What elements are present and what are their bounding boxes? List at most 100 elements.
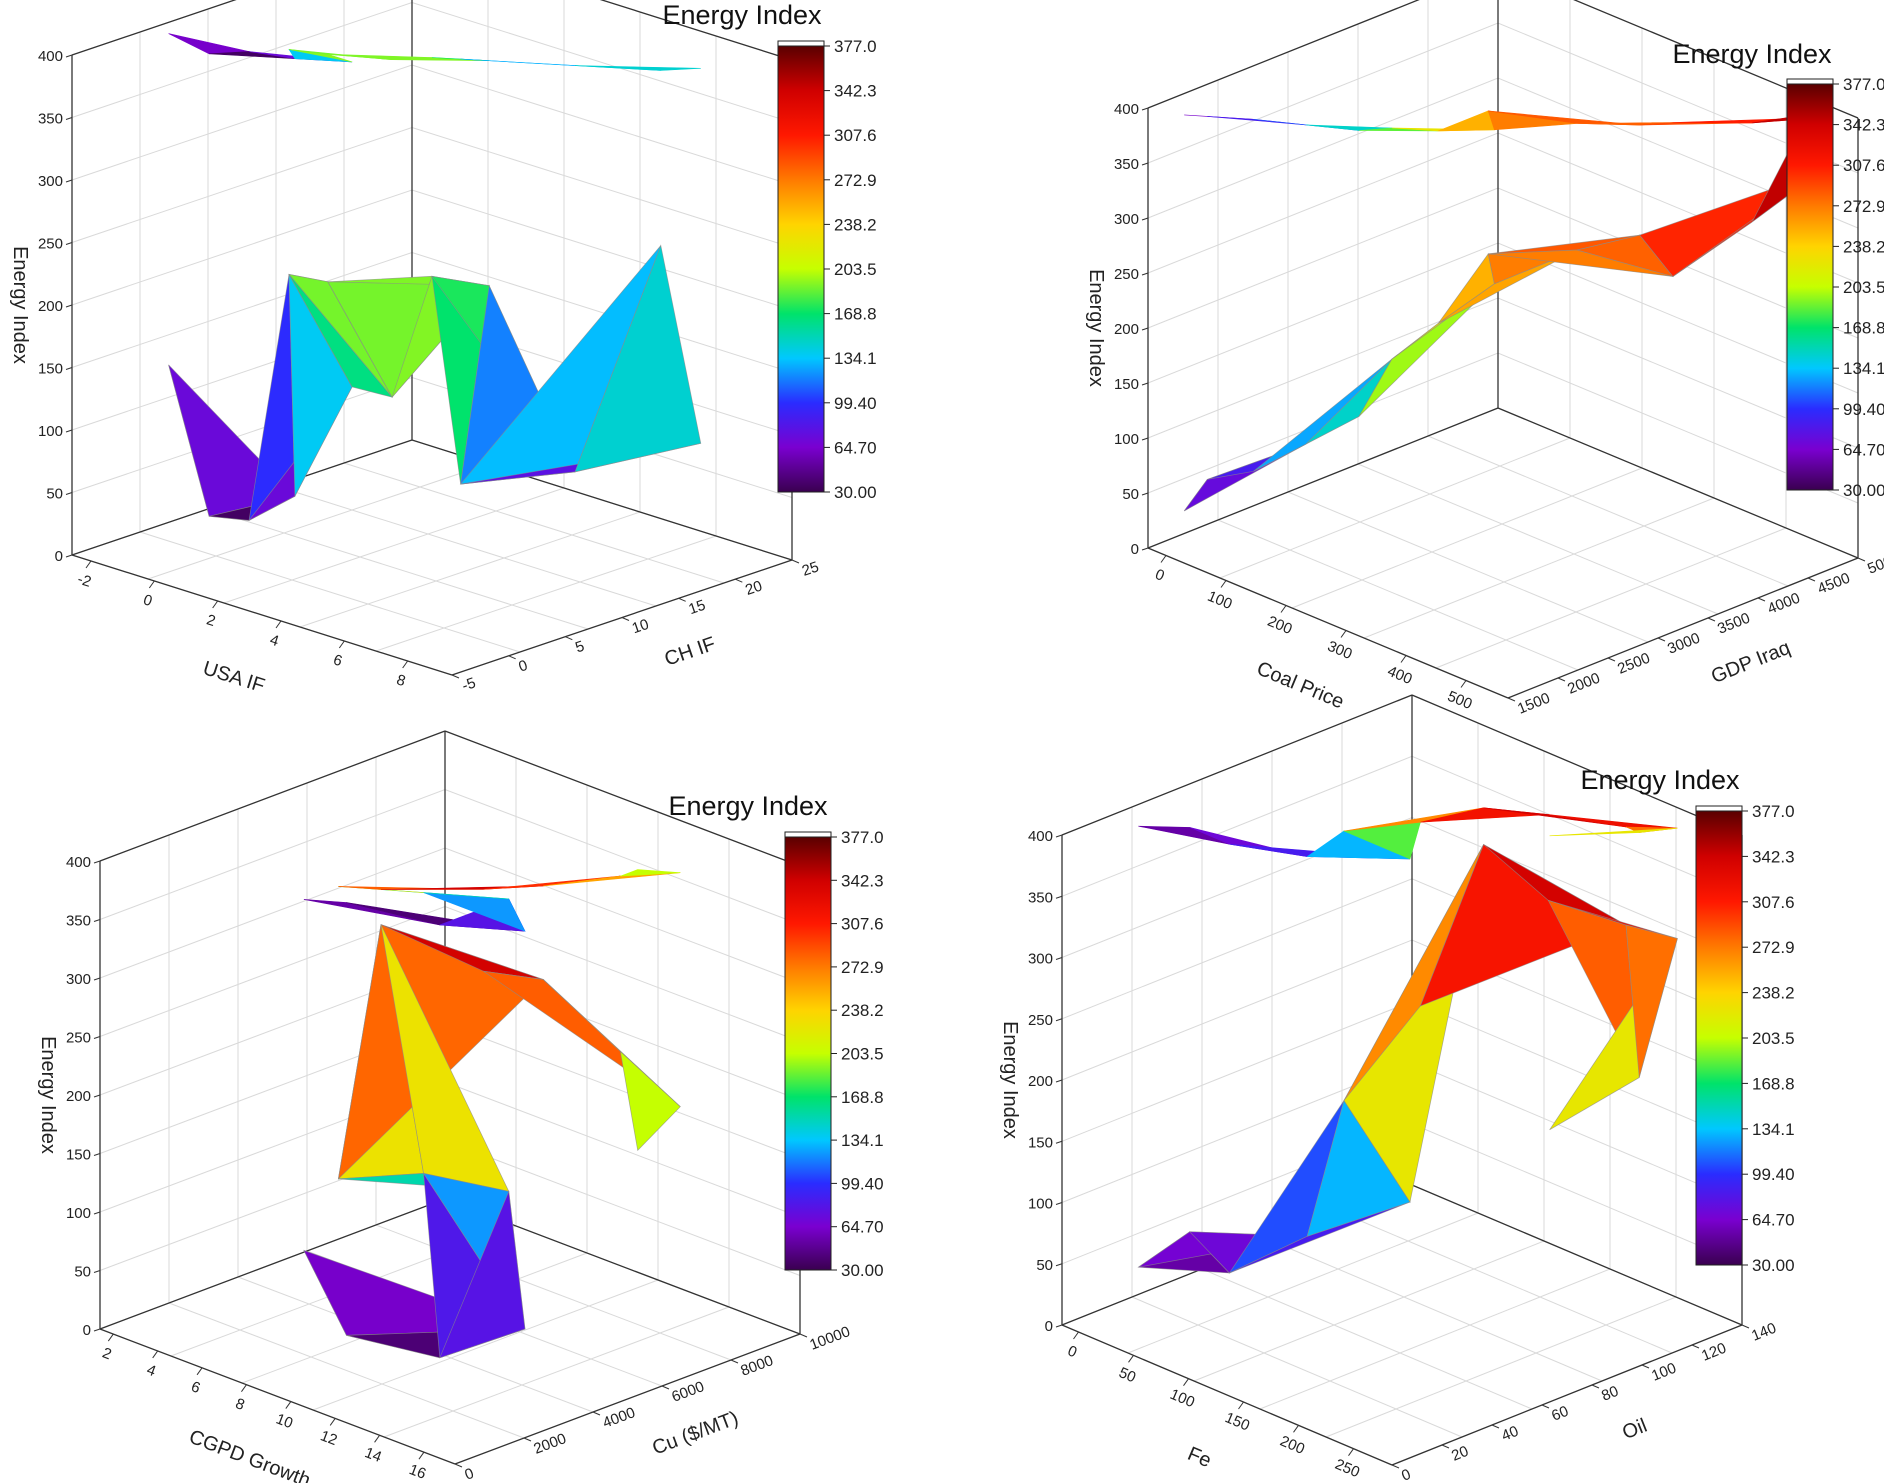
grid-floor-x bbox=[1363, 497, 1715, 639]
y-tick-mark bbox=[1607, 657, 1616, 662]
z-tick-label: 400 bbox=[66, 854, 91, 871]
frame-edge bbox=[71, 554, 453, 676]
surface-mesh bbox=[1183, 137, 1819, 512]
y-tick-label: 4000 bbox=[600, 1404, 637, 1432]
z-tick-mark bbox=[93, 1328, 101, 1332]
projection-facet bbox=[543, 872, 681, 887]
x-tick-mark bbox=[1183, 1378, 1189, 1386]
colorbar-tick-label: 64.70 bbox=[841, 1218, 884, 1237]
colorbar-cap bbox=[1786, 78, 1834, 85]
y-tick-label: 140 bbox=[1749, 1320, 1779, 1345]
colorbar-tick-label: 238.2 bbox=[1843, 237, 1884, 256]
z-tick-mark bbox=[93, 860, 101, 864]
y-tick-mark bbox=[1507, 697, 1516, 702]
z-tick-label: 300 bbox=[1028, 951, 1053, 968]
colorbar-tick-label: 203.5 bbox=[1752, 1029, 1795, 1048]
y-tick-mark bbox=[661, 1385, 670, 1390]
colorbar-title: Energy Index bbox=[662, 0, 822, 30]
colorbar-tick-label: 307.6 bbox=[834, 126, 877, 145]
z-tick-label: 50 bbox=[46, 486, 63, 503]
x-tick-label: 16 bbox=[407, 1461, 429, 1483]
y-axis-label: CH IF bbox=[662, 633, 719, 671]
z-tick-mark bbox=[1141, 547, 1149, 551]
x-axis-label: USA IF bbox=[200, 657, 267, 697]
colorbar-title: Energy Index bbox=[1672, 39, 1832, 69]
x-tick-mark bbox=[338, 640, 345, 649]
frame-edge bbox=[1391, 1324, 1743, 1466]
x-tick-label: 12 bbox=[318, 1427, 340, 1449]
colorbar-gradient bbox=[1786, 83, 1834, 491]
y-tick-mark bbox=[1757, 597, 1766, 602]
colorbar-tick-label: 342.3 bbox=[1843, 116, 1884, 135]
x-axis-label: Fe bbox=[1184, 1443, 1214, 1472]
z-tick-mark bbox=[65, 492, 73, 495]
z-tick-label: 0 bbox=[1131, 541, 1139, 558]
projection-facet bbox=[1548, 814, 1678, 829]
y-tick-label: 6000 bbox=[669, 1378, 706, 1406]
colorbar-gradient bbox=[784, 836, 832, 1271]
z-tick-label: 200 bbox=[1114, 321, 1139, 338]
z-tick-mark bbox=[65, 367, 73, 370]
grid-floor-y bbox=[1131, 1296, 1463, 1438]
colorbar-gradient bbox=[1695, 810, 1743, 1266]
z-tick-mark bbox=[1141, 217, 1149, 221]
y-tick-label: 80 bbox=[1599, 1383, 1621, 1405]
x-axis: 0 100 200 300 400 500 Coal Price bbox=[1153, 555, 1475, 713]
colorbar-cap bbox=[1695, 805, 1743, 812]
z-tick-mark bbox=[93, 1094, 101, 1098]
y-tick-mark bbox=[508, 655, 516, 660]
colorbar-tick-label: 203.5 bbox=[841, 1045, 884, 1064]
z-axis: 0 50 100 150 200 250 300 350 400 Energy Index bbox=[37, 854, 101, 1339]
grid-floor-x bbox=[147, 463, 489, 580]
x-axis: 2 4 6 8 10 12 14 16 CGPD Growth bbox=[100, 1333, 429, 1483]
y-tick-mark bbox=[1391, 1464, 1400, 1469]
grid-floor-y bbox=[207, 508, 589, 630]
grid-z-line bbox=[1147, 352, 1859, 504]
z-tick-label: 50 bbox=[1036, 1257, 1053, 1274]
z-tick-label: 400 bbox=[38, 48, 63, 65]
grid-floor-y bbox=[1357, 463, 1719, 615]
z-tick-mark bbox=[93, 1153, 101, 1156]
frame-edge bbox=[599, 0, 793, 61]
x-tick-mark bbox=[1340, 630, 1347, 638]
z-tick-label: 250 bbox=[38, 236, 63, 253]
z-tick-mark bbox=[1141, 327, 1149, 331]
y-tick-mark bbox=[1441, 1444, 1450, 1449]
x-tick-mark bbox=[212, 600, 219, 609]
z-tick-label: 100 bbox=[66, 1205, 91, 1222]
projection-facet bbox=[574, 65, 701, 71]
surface-facet bbox=[574, 244, 702, 473]
x-tick-label: 200 bbox=[1277, 1432, 1307, 1457]
x-tick-label: -2 bbox=[75, 571, 93, 591]
x-tick-mark bbox=[1160, 555, 1167, 563]
grid-floor-x bbox=[299, 511, 641, 628]
z-tick-label: 0 bbox=[1045, 1318, 1053, 1335]
y-tick-label: 3000 bbox=[1665, 630, 1702, 658]
colorbar-tick-label: 99.40 bbox=[834, 394, 877, 413]
x-tick-label: 2 bbox=[100, 1344, 114, 1363]
colorbar-tick-label: 238.2 bbox=[1752, 984, 1795, 1003]
colorbar: Energy Index 377.0 342.3 307.6 272.9 238.2 203… bbox=[1580, 765, 1794, 1275]
y-tick-label: 60 bbox=[1549, 1403, 1571, 1425]
z-tick-label: 100 bbox=[38, 423, 63, 440]
y-tick-label: 5000 bbox=[1865, 550, 1884, 578]
colorbar: Energy Index 377.0 342.3 307.6 272.9 238.2 203… bbox=[662, 0, 876, 502]
y-tick-mark bbox=[1657, 637, 1666, 642]
grid-floor-x bbox=[1193, 1240, 1545, 1382]
z-axis-label: Energy Index bbox=[37, 1036, 59, 1154]
z-tick-mark bbox=[1141, 272, 1149, 276]
z-tick-mark bbox=[65, 117, 73, 120]
z-tick-label: 100 bbox=[1028, 1196, 1053, 1213]
y-tick-mark bbox=[454, 1463, 463, 1468]
colorbar-tick-label: 238.2 bbox=[834, 215, 877, 234]
x-tick-label: 14 bbox=[362, 1444, 384, 1466]
y-tick-mark bbox=[1557, 677, 1566, 682]
colorbar-title: Energy Index bbox=[1580, 765, 1740, 795]
z-tick-mark bbox=[1055, 1324, 1063, 1328]
top-projection bbox=[303, 869, 681, 932]
z-tick-mark bbox=[1055, 1263, 1063, 1267]
z-tick-mark bbox=[65, 429, 73, 433]
